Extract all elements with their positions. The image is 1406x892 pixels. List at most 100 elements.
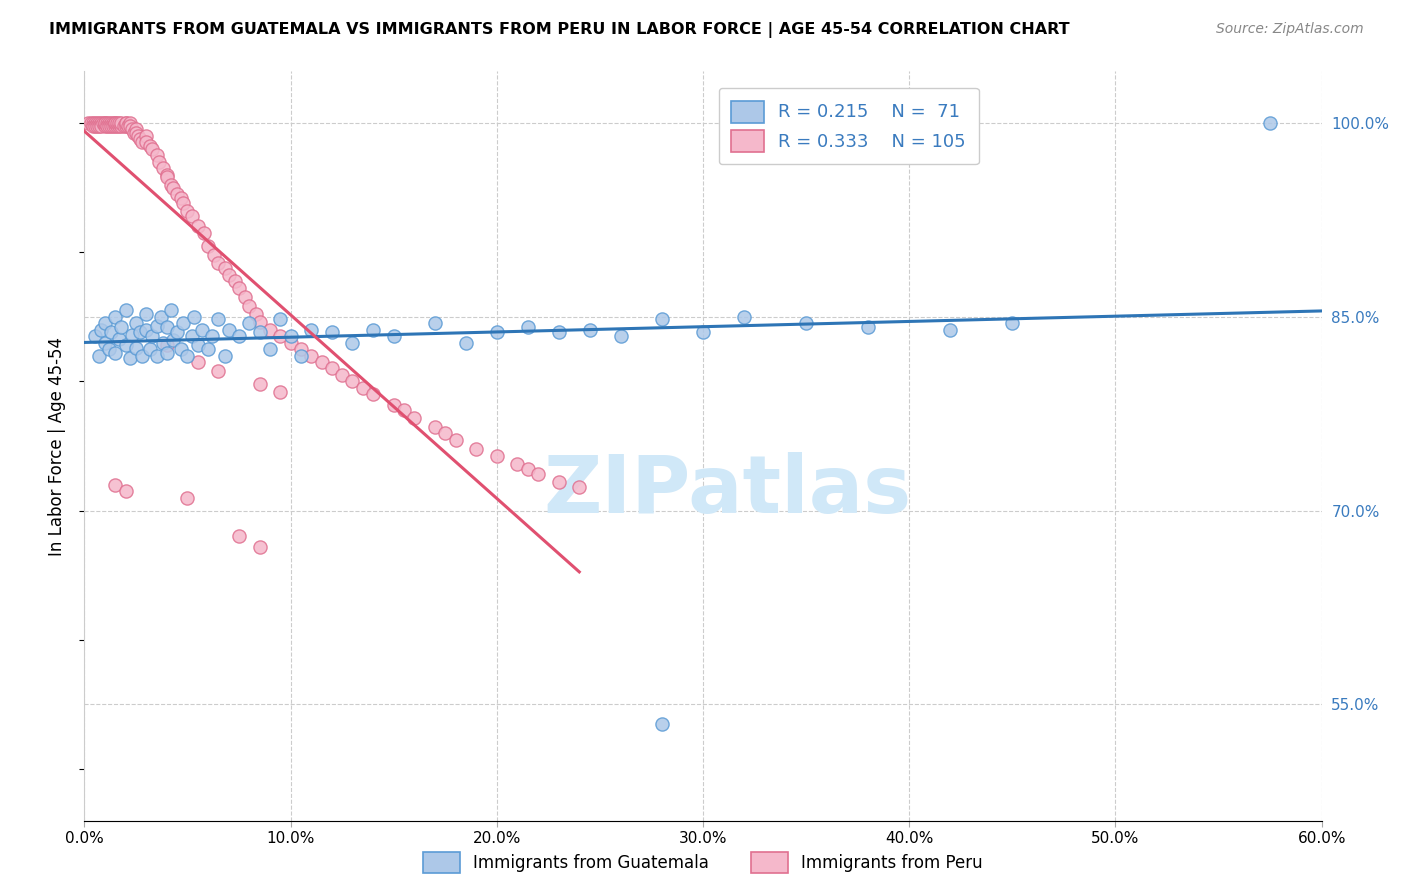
Point	[180, 329, 202, 343]
Point	[162, 180, 184, 194]
Point	[321, 361, 343, 376]
Point	[105, 119, 128, 133]
Point	[86, 116, 108, 130]
Point	[249, 540, 271, 554]
Point	[79, 116, 101, 130]
Point	[118, 116, 141, 130]
Point	[172, 196, 194, 211]
Point	[280, 335, 302, 350]
Point	[112, 119, 135, 133]
Point	[1258, 116, 1281, 130]
Point	[444, 433, 467, 447]
Point	[98, 119, 121, 133]
Legend: Immigrants from Guatemala, Immigrants from Peru: Immigrants from Guatemala, Immigrants fr…	[416, 846, 990, 880]
Point	[110, 320, 132, 334]
Point	[108, 116, 131, 130]
Point	[104, 346, 127, 360]
Point	[100, 326, 122, 340]
Point	[170, 191, 193, 205]
Point	[114, 484, 136, 499]
Point	[382, 398, 405, 412]
Point	[321, 326, 343, 340]
Point	[104, 116, 127, 130]
Point	[207, 255, 229, 269]
Point	[692, 326, 714, 340]
Point	[87, 349, 110, 363]
Point	[269, 384, 291, 399]
Point	[382, 329, 405, 343]
Point	[145, 148, 167, 162]
Point	[104, 116, 127, 130]
Point	[856, 320, 879, 334]
Point	[135, 307, 157, 321]
Point	[110, 116, 132, 130]
Point	[485, 450, 508, 464]
Point	[609, 329, 631, 343]
Point	[82, 119, 104, 133]
Point	[135, 128, 157, 143]
Point	[299, 323, 322, 337]
Point	[311, 355, 333, 369]
Point	[183, 310, 205, 324]
Point	[94, 119, 117, 133]
Text: IMMIGRANTS FROM GUATEMALA VS IMMIGRANTS FROM PERU IN LABOR FORCE | AGE 45-54 COR: IMMIGRANTS FROM GUATEMALA VS IMMIGRANTS …	[49, 22, 1070, 38]
Point	[176, 491, 198, 505]
Point	[361, 323, 384, 337]
Point	[114, 303, 136, 318]
Point	[131, 136, 153, 150]
Point	[125, 127, 148, 141]
Point	[149, 310, 172, 324]
Point	[651, 312, 673, 326]
Point	[110, 119, 132, 133]
Point	[342, 375, 364, 389]
Point	[125, 341, 148, 355]
Point	[91, 116, 114, 130]
Point	[129, 326, 152, 340]
Point	[249, 326, 271, 340]
Point	[485, 326, 508, 340]
Point	[82, 116, 104, 130]
Point	[454, 335, 477, 350]
Point	[238, 316, 260, 330]
Point	[249, 376, 271, 391]
Point	[228, 529, 250, 543]
Point	[90, 323, 112, 337]
Point	[152, 335, 174, 350]
Point	[290, 349, 312, 363]
Point	[118, 351, 141, 366]
Point	[94, 116, 117, 130]
Point	[180, 209, 202, 223]
Point	[156, 170, 179, 185]
Point	[187, 219, 209, 234]
Point	[122, 127, 145, 141]
Point	[129, 131, 152, 145]
Point	[224, 274, 246, 288]
Point	[156, 338, 179, 352]
Point	[170, 342, 193, 356]
Point	[121, 327, 143, 342]
Point	[578, 323, 600, 337]
Point	[434, 426, 457, 441]
Point	[114, 116, 136, 130]
Point	[218, 268, 240, 283]
Point	[176, 349, 198, 363]
Point	[98, 116, 121, 130]
Point	[516, 320, 538, 334]
Point	[259, 342, 281, 356]
Point	[96, 116, 118, 130]
Point	[269, 312, 291, 326]
Point	[228, 281, 250, 295]
Point	[193, 226, 215, 240]
Point	[100, 119, 122, 133]
Point	[152, 161, 174, 176]
Point	[86, 119, 108, 133]
Point	[145, 349, 167, 363]
Legend: R = 0.215    N =  71, R = 0.333    N = 105: R = 0.215 N = 71, R = 0.333 N = 105	[718, 88, 979, 164]
Point	[162, 333, 184, 347]
Point	[404, 410, 426, 425]
Point	[104, 310, 127, 324]
Point	[392, 402, 415, 417]
Point	[245, 307, 267, 321]
Point	[83, 119, 105, 133]
Point	[117, 119, 139, 133]
